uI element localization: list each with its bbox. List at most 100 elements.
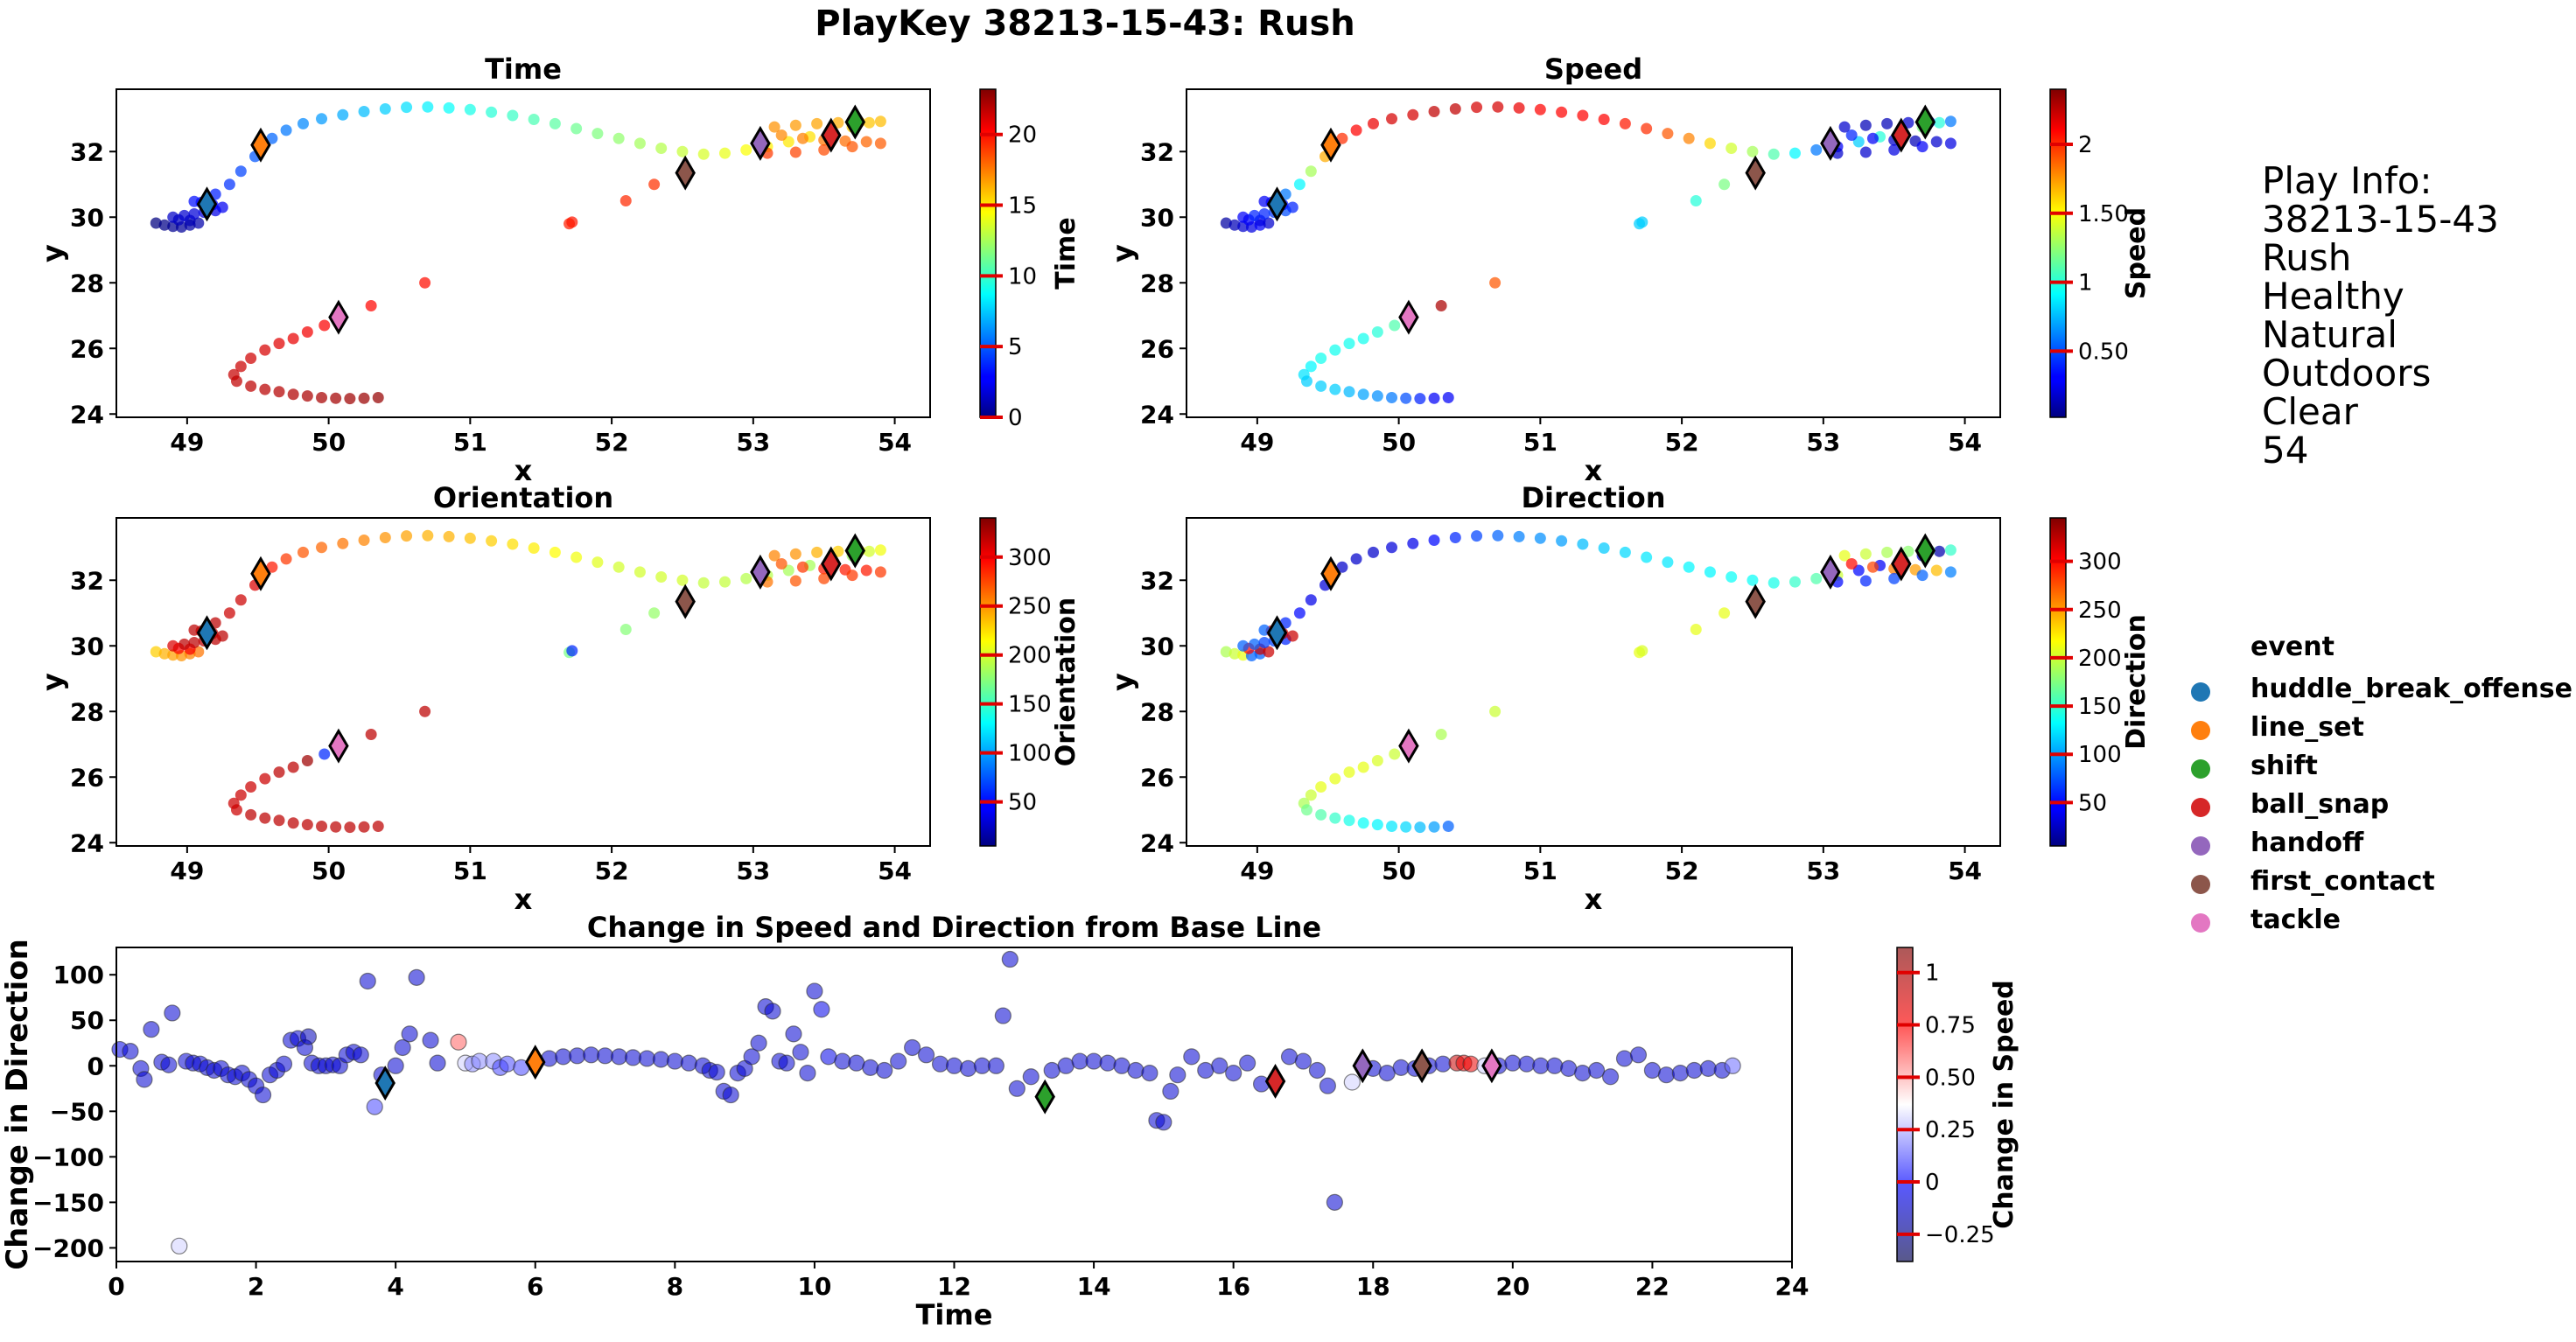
trajectory-point — [1329, 812, 1341, 824]
trajectory-point — [818, 143, 830, 156]
delta-point — [834, 1052, 851, 1070]
x-tick-label: 50 — [312, 428, 346, 457]
x-tick-label: 2 — [248, 1272, 264, 1301]
event-marker-tackle — [1398, 299, 1419, 335]
colorbar-tick-label: 50 — [2078, 790, 2107, 816]
trajectory-point — [1237, 640, 1250, 652]
trajectory-point — [570, 122, 583, 135]
trajectory-point — [860, 136, 872, 148]
trajectory-point — [1371, 755, 1383, 766]
panel-title: Direction — [1521, 481, 1665, 514]
trajectory-point — [365, 300, 377, 311]
event-marker-ball-snap — [821, 117, 842, 153]
trajectory-point — [1641, 122, 1653, 135]
trajectory-point — [1414, 393, 1426, 405]
trajectory-point — [1726, 143, 1738, 154]
trajectory-point — [422, 101, 434, 113]
x-tick-label: 53 — [736, 428, 770, 457]
trajectory-point — [1371, 819, 1383, 831]
trajectory-point — [1258, 208, 1270, 220]
delta-point — [994, 1007, 1012, 1024]
delta-point — [904, 1038, 921, 1057]
trajectory-point — [297, 117, 309, 129]
delta-point — [1671, 1064, 1689, 1082]
delta-point — [987, 1057, 1004, 1074]
trajectory-point — [1810, 143, 1823, 156]
colorbar-tick-label: 10 — [1008, 263, 1037, 290]
trajectory-point — [245, 380, 257, 392]
y-tick-label: 50 — [70, 1006, 104, 1035]
y-tick-label: 30 — [70, 203, 104, 232]
delta-point — [171, 1237, 188, 1255]
delta-point — [799, 1064, 816, 1082]
legend-marker — [2191, 913, 2210, 933]
trajectory-point — [528, 114, 540, 125]
x-tick-label: 54 — [878, 856, 912, 885]
delta-point — [666, 1052, 683, 1070]
trajectory-point — [1683, 561, 1695, 573]
delta-point — [1434, 1055, 1452, 1073]
trajectory-point — [1619, 546, 1631, 558]
delta-point — [1574, 1064, 1592, 1082]
trajectory-point — [1944, 137, 1956, 150]
trajectory-point — [648, 178, 661, 191]
delta-point — [1183, 1048, 1200, 1066]
trajectory-point — [273, 766, 285, 779]
delta-point — [1308, 1061, 1326, 1080]
trajectory-point — [234, 360, 247, 373]
trajectory-point — [1428, 821, 1440, 833]
trajectory-point — [358, 392, 370, 404]
event-marker-handoff — [750, 125, 771, 161]
delta-point — [1141, 1064, 1158, 1082]
trajectory-point — [1916, 141, 1928, 153]
play-info-line: Healthy — [2262, 275, 2404, 318]
legend-label: tackle — [2250, 905, 2341, 935]
trajectory-point — [344, 393, 356, 405]
trajectory-point — [1258, 637, 1270, 648]
trajectory-point — [358, 106, 370, 117]
trajectory-point — [1534, 532, 1546, 544]
delta-point — [394, 1038, 411, 1057]
trajectory-point — [259, 772, 271, 785]
trajectory-point — [1788, 147, 1801, 159]
y-tick-label: 26 — [70, 334, 104, 363]
y-tick-label: 32 — [70, 137, 104, 166]
delta-point — [408, 968, 425, 986]
colorbar-tick-label: 20 — [1008, 122, 1037, 149]
trajectory-point — [566, 216, 578, 228]
event-marker-shift — [1914, 104, 1936, 140]
trajectory-point — [863, 545, 875, 557]
x-axis-label: Time — [916, 1298, 993, 1332]
trajectory-point — [874, 115, 886, 128]
trajectory-point — [1305, 165, 1317, 178]
trajectory-point — [549, 117, 561, 129]
trajectory-point — [1859, 575, 1872, 587]
delta-point — [1343, 1073, 1361, 1091]
trajectory-point — [1859, 146, 1872, 158]
trajectory-point — [1350, 124, 1362, 136]
delta-point — [750, 1034, 767, 1052]
delta-point — [1113, 1057, 1130, 1074]
trajectory-point — [592, 128, 604, 140]
trajectory-point — [1414, 821, 1426, 834]
trajectory-point — [1916, 570, 1928, 582]
trajectory-point — [789, 575, 802, 587]
trajectory-point — [1435, 729, 1447, 740]
trajectory-point — [1305, 594, 1317, 606]
delta-point — [1155, 1114, 1172, 1131]
delta-point — [973, 1057, 991, 1074]
trajectory-point — [655, 571, 668, 583]
trajectory-point — [507, 538, 519, 550]
trajectory-point — [1305, 360, 1317, 373]
delta-point — [143, 1021, 160, 1038]
event-marker-first-contact — [1745, 584, 1766, 619]
x-tick-label: 10 — [797, 1272, 831, 1301]
trajectory-point — [158, 219, 171, 231]
delta-point — [959, 1059, 977, 1077]
legend-marker — [2191, 875, 2210, 894]
x-axis-label: x — [514, 454, 533, 487]
trajectory-point — [718, 147, 731, 159]
trajectory-point — [301, 390, 313, 402]
trajectory-point — [234, 594, 247, 606]
play-info-line: Natural — [2262, 313, 2398, 356]
